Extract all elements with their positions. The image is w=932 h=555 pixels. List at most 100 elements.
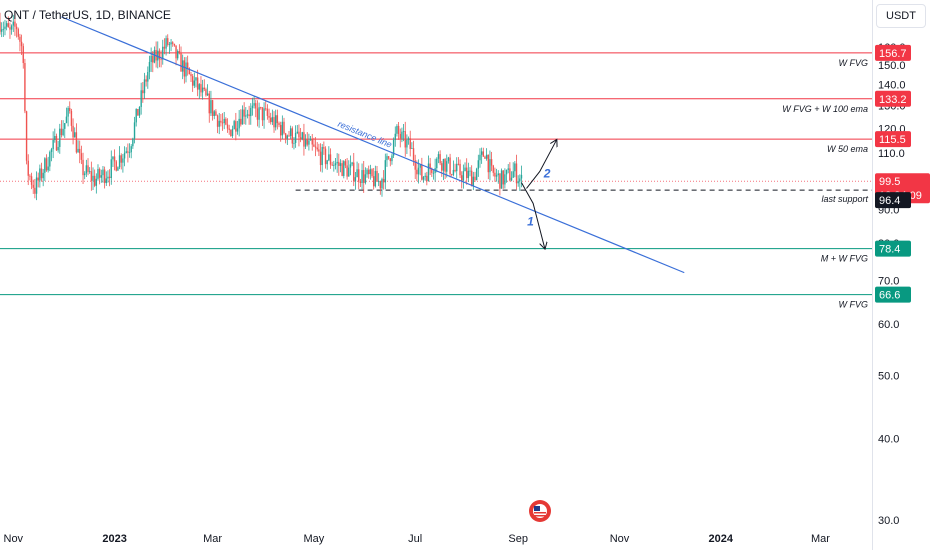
- candle: [464, 162, 466, 172]
- candle: [495, 168, 498, 182]
- level-tag-box: [875, 131, 911, 148]
- candle-body: [220, 120, 222, 123]
- candle: [274, 109, 277, 131]
- candle: [178, 44, 181, 55]
- candle: [98, 167, 101, 185]
- candle: [288, 131, 290, 137]
- candle: [191, 73, 194, 92]
- candle-body: [271, 117, 274, 123]
- candle: [250, 103, 252, 125]
- candle-body: [386, 156, 388, 161]
- candle-body: [369, 169, 372, 175]
- candle: [507, 164, 509, 174]
- candle: [261, 107, 264, 126]
- candle: [172, 41, 174, 47]
- candle-body: [148, 61, 151, 73]
- candle: [77, 140, 79, 153]
- candle: [427, 155, 430, 182]
- candle: [479, 148, 481, 168]
- candle-body: [42, 172, 44, 179]
- candle: [205, 87, 207, 97]
- candle: [160, 50, 162, 68]
- candle: [279, 121, 282, 142]
- candle: [230, 129, 232, 137]
- candle: [484, 155, 486, 160]
- candle-body: [464, 167, 466, 172]
- candle: [512, 162, 514, 178]
- candle: [319, 143, 322, 172]
- candle-body: [77, 148, 79, 153]
- candle-body: [188, 68, 191, 75]
- candle-body: [0, 21, 1, 32]
- candle-body: [2, 28, 5, 30]
- candle-body: [263, 108, 265, 121]
- candle: [414, 154, 416, 180]
- candle-body: [344, 161, 347, 166]
- currency-button[interactable]: USDT: [876, 4, 926, 28]
- level-tag-text: 78.4: [879, 244, 900, 256]
- candle-body: [178, 51, 181, 53]
- candle-body: [172, 42, 174, 44]
- candle: [35, 171, 38, 201]
- candle-body: [270, 117, 272, 123]
- candle: [328, 146, 330, 162]
- candle-body: [221, 122, 224, 124]
- candle-body: [122, 158, 124, 163]
- candle: [37, 172, 39, 188]
- candle-body: [37, 177, 39, 181]
- candle: [223, 111, 225, 130]
- x-tick-label: Mar: [203, 533, 222, 545]
- candle-body: [87, 165, 89, 172]
- candle-body: [286, 135, 289, 139]
- candle-body: [80, 153, 83, 160]
- candle-body: [470, 170, 473, 187]
- candle-body: [517, 181, 519, 184]
- candle-body: [140, 90, 142, 107]
- candle: [118, 146, 121, 170]
- candle: [334, 158, 337, 170]
- candle-body: [293, 142, 295, 144]
- candle-body: [60, 128, 63, 136]
- candle: [313, 137, 315, 148]
- candle: [183, 57, 186, 84]
- candle: [145, 75, 147, 87]
- candle: [331, 161, 333, 167]
- candle: [359, 178, 362, 187]
- candle-body: [147, 72, 149, 82]
- candle-body: [449, 157, 451, 175]
- candle: [180, 46, 182, 72]
- candle: [402, 123, 405, 142]
- candle: [10, 24, 13, 35]
- y-tick-label: 110.0: [878, 148, 905, 160]
- candle-body: [266, 108, 269, 116]
- candle: [268, 108, 270, 123]
- candle-body: [394, 133, 396, 140]
- candle-body: [437, 154, 440, 159]
- candle-body: [427, 163, 430, 182]
- candle-body: [366, 169, 368, 175]
- candle: [467, 162, 470, 183]
- candle-body: [502, 170, 504, 185]
- candle: [198, 83, 200, 99]
- candle: [117, 166, 119, 171]
- candle-body: [459, 163, 461, 176]
- candle-body: [183, 60, 186, 77]
- candle-body: [137, 108, 139, 116]
- candle: [158, 48, 161, 68]
- candle: [0, 12, 1, 35]
- candle: [24, 58, 26, 114]
- candle-body: [416, 169, 418, 175]
- candle-body: [127, 151, 129, 153]
- level-label: W FVG + W 100 ema: [782, 104, 868, 114]
- candle: [480, 147, 483, 164]
- candle-body: [319, 151, 322, 166]
- candle: [451, 173, 453, 177]
- candle: [291, 126, 294, 148]
- candle: [206, 84, 209, 96]
- candle: [162, 39, 164, 65]
- candle-body: [389, 158, 391, 162]
- candle-body: [424, 175, 426, 177]
- candle-body: [482, 151, 484, 157]
